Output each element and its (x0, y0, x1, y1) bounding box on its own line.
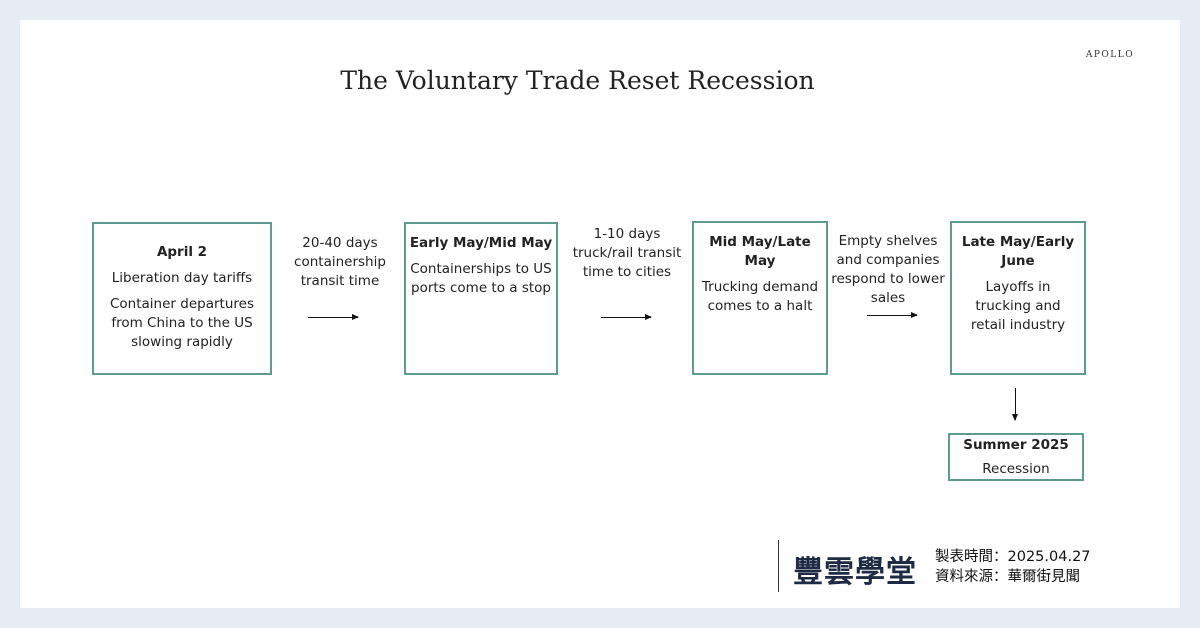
transition-label: Empty shelves and companies respond to l… (831, 233, 945, 306)
step-text: Containerships to US ports come to a sto… (410, 261, 552, 296)
step-box-early-may: Early May/Mid May Containerships to US p… (404, 222, 558, 375)
step-heading: Mid May/Late May (709, 234, 811, 269)
source-value: 華爾街見聞 (1007, 569, 1081, 585)
date-label: 製表時間： (935, 549, 1008, 565)
final-box-summer-2025: Summer 2025 Recession (948, 433, 1084, 481)
date-value: 2025.04.27 (1007, 549, 1091, 565)
apollo-brand: APOLLO (1085, 50, 1135, 60)
step-text: Container departures from China to the U… (110, 296, 254, 350)
footer-divider (778, 540, 779, 592)
step-heading: April 2 (156, 244, 208, 260)
diagram-card (20, 20, 1180, 608)
final-heading: Summer 2025 (963, 437, 1069, 453)
transition-label: 20-40 days containership transit time (294, 235, 386, 289)
source-label: 資料來源： (935, 569, 1008, 585)
step-text: Layoffs in trucking and retail industry (970, 279, 1066, 333)
final-text: Recession (982, 461, 1050, 477)
step-box-late-may: Late May/Early June Layoffs in trucking … (950, 221, 1086, 375)
arrow-down (1012, 388, 1018, 421)
step-heading: Late May/Early June (961, 234, 1075, 269)
step-heading: Early May/Mid May (409, 235, 553, 251)
step-text: Liberation day tariffs (111, 270, 253, 286)
arrow-right (308, 314, 359, 320)
transition-label: 1-10 days truck/rail transit time to cit… (572, 226, 682, 280)
step-box-mid-may: Mid May/Late May Trucking demand comes t… (692, 221, 828, 375)
diagram-title: The Voluntary Trade Reset Recession (340, 66, 815, 95)
arrow-right (601, 314, 652, 320)
footer-meta: 製表時間：2025.04.27 資料來源：華爾街見聞 (935, 547, 1091, 587)
step-text: Trucking demand comes to a halt (701, 279, 819, 314)
step-box-april-2: April 2 Liberation day tariffs Container… (92, 222, 272, 375)
logo: 豐雲學堂 (793, 555, 917, 590)
arrow-right (867, 312, 918, 318)
